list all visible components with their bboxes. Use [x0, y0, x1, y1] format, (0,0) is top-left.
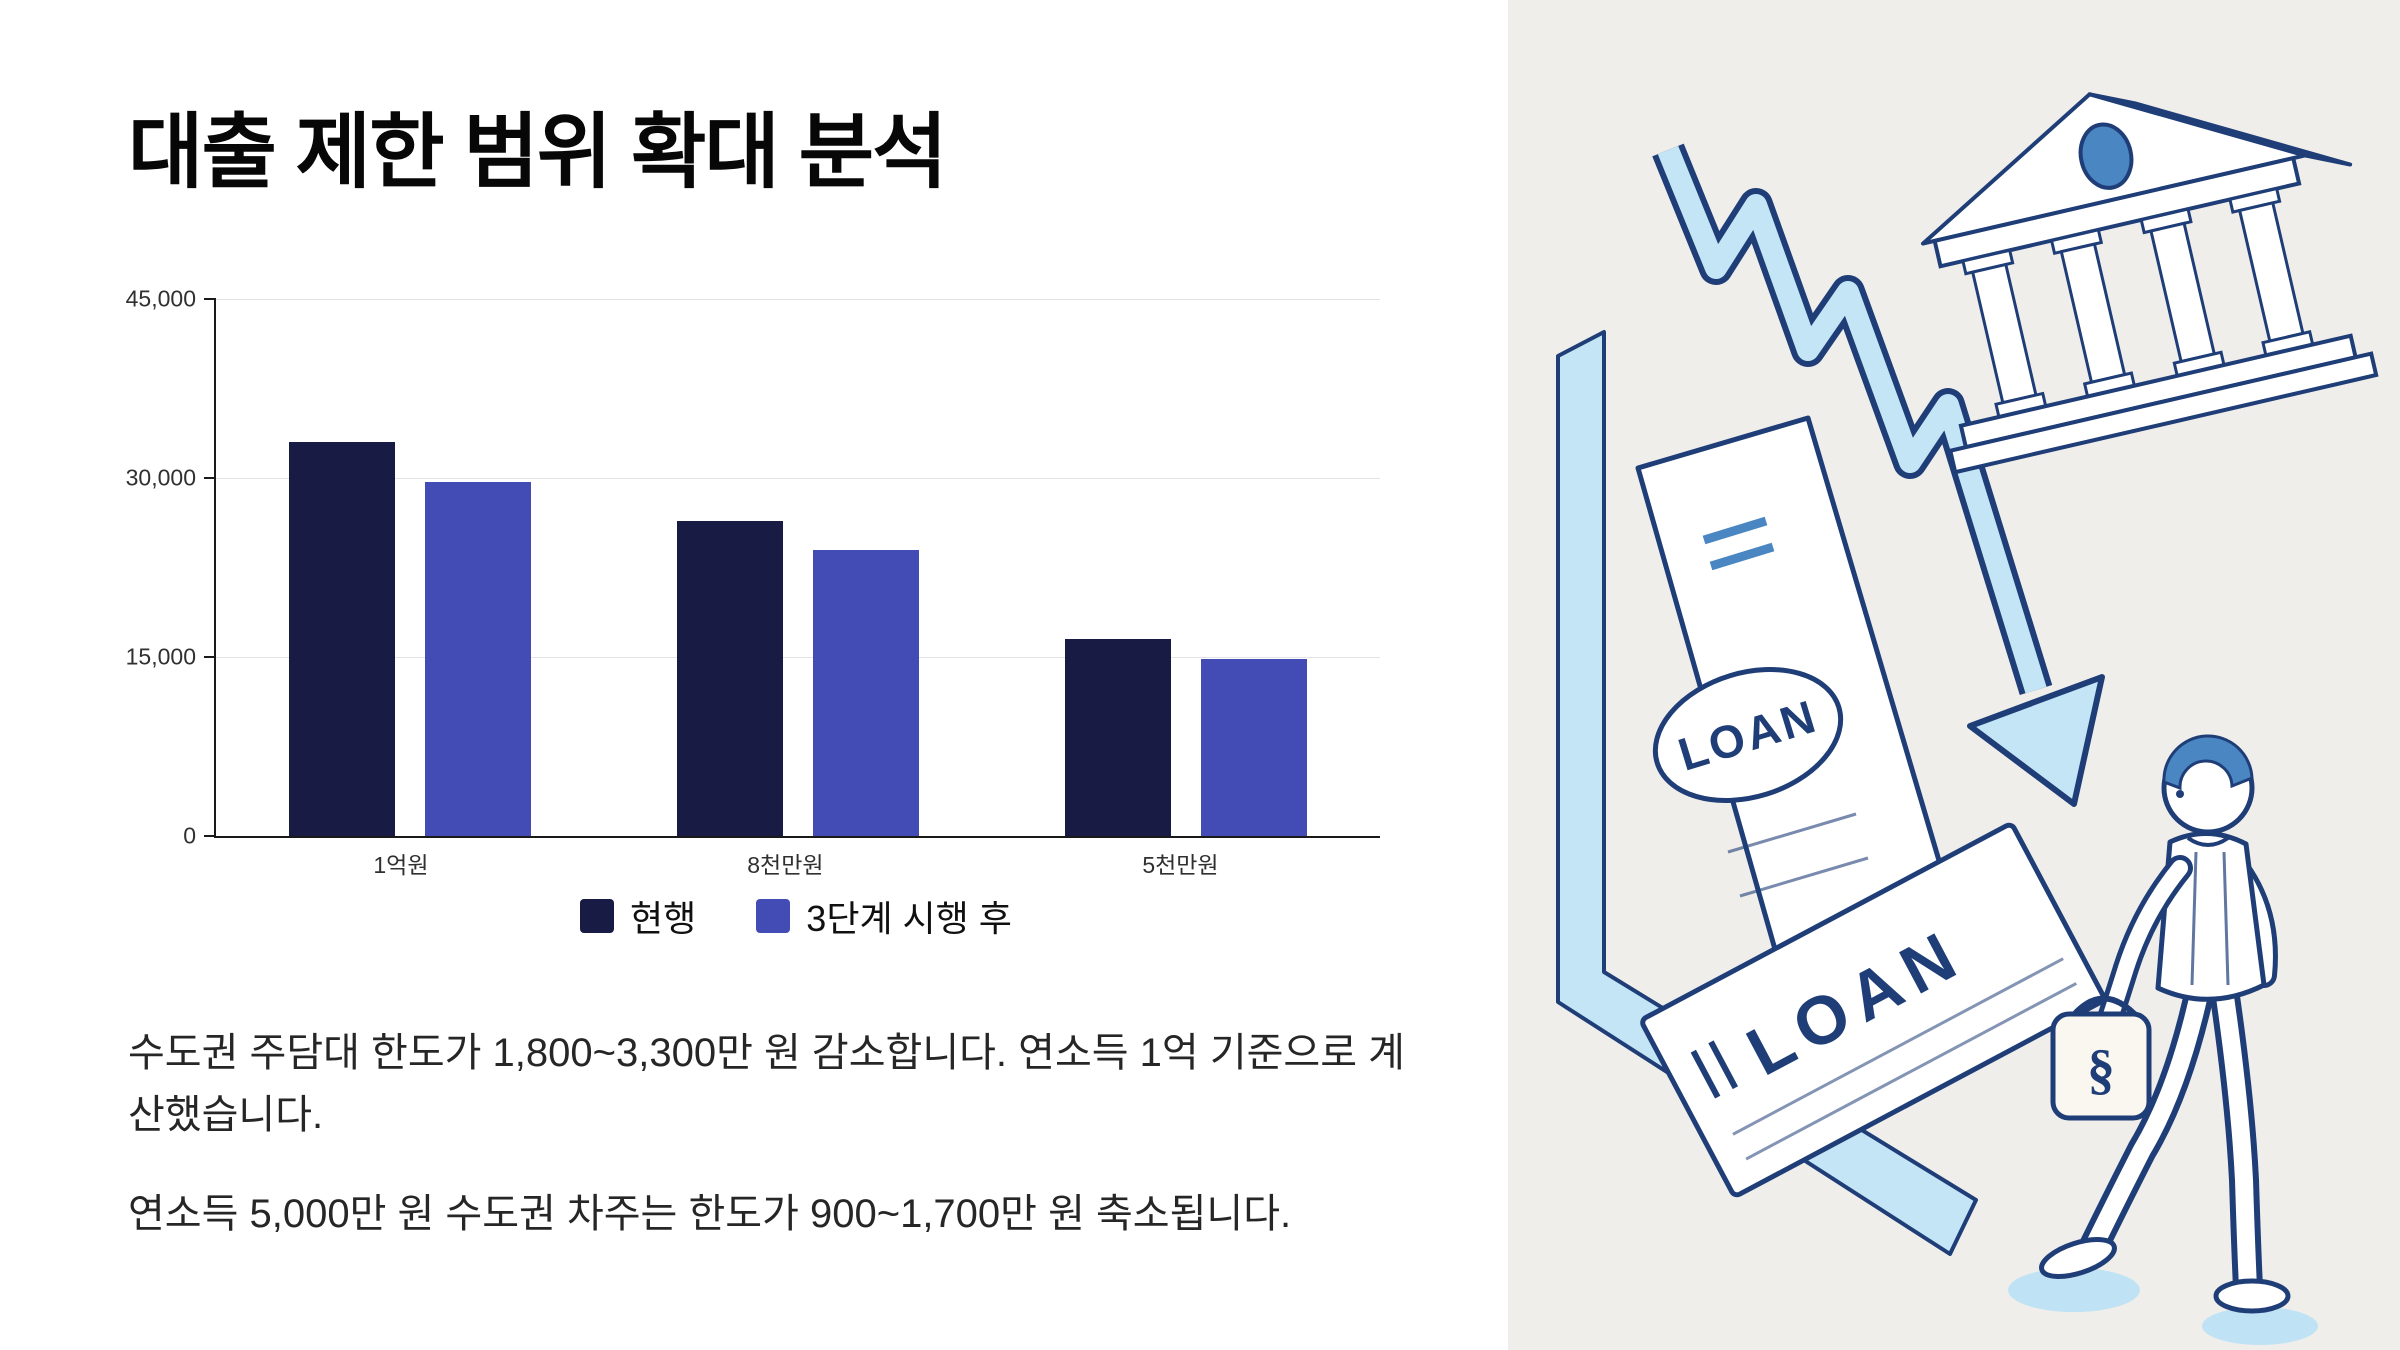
bar-series-2 [1201, 659, 1307, 836]
legend-label: 현행 [630, 898, 697, 939]
bar-group [289, 299, 531, 836]
bank-icon [1920, 92, 2379, 475]
person-illustration: § [2008, 734, 2318, 1345]
bar-group [677, 299, 919, 836]
y-axis-tick [204, 656, 216, 658]
legend-label: 3단계 시행 후 [806, 898, 1012, 939]
page-title: 대출 제한 범위 확대 분석 [128, 107, 948, 198]
shoe [2213, 1278, 2291, 1314]
chart-gridline [216, 299, 1380, 300]
x-axis-label: 5천만원 [1142, 852, 1219, 878]
shoe [2039, 1237, 2117, 1279]
content-panel: 대출 제한 범위 확대 분석 0 15,000 30,000 45,000 1억원 8천… [125, 107, 1440, 1281]
notes-block: 수도권 주담대 한도가 1,800~3,300만 원 감소합니다. 연소득 1억… [128, 1022, 1440, 1281]
note-paragraph-2: 연소득 5,000만 원 수도권 차주는 한도가 900~1,700만 원 축소… [128, 1191, 1292, 1236]
declining-arrow-icon [1652, 143, 2105, 807]
loan-stamp: LOAN [1652, 667, 1844, 803]
y-axis-tick [204, 298, 216, 300]
legend-item-2: 3단계 시행 후 [756, 890, 1012, 942]
bar-series-2 [813, 549, 919, 836]
legend-swatch [580, 899, 615, 933]
bar-series-1 [677, 520, 783, 836]
legend-item-1: 현행 [580, 890, 696, 942]
loan-list-panel: LOAN [1640, 822, 2106, 1198]
y-axis-tick [204, 477, 216, 479]
chart-plot-area: 0 15,000 30,000 45,000 [126, 286, 1380, 849]
x-axis-label: 1억원 [373, 852, 429, 878]
note-paragraph-1: 수도권 주담대 한도가 1,800~3,300만 원 감소합니다. 연소득 1억… [128, 1031, 1405, 1138]
loan-decline-illustration: LOAN LOAN [1556, 92, 2379, 1345]
legend-swatch [756, 899, 791, 933]
loan-document: LOAN [1635, 415, 1959, 991]
y-axis-label: 15,000 [125, 643, 196, 670]
y-axis-label: 30,000 [125, 464, 196, 491]
chart-bars [216, 299, 1380, 836]
x-axis-label: 8천만원 [747, 852, 824, 878]
chart-legend: 현행 3단계 시행 후 [214, 890, 1378, 942]
bar-series-2 [425, 481, 531, 836]
foot-shadow [2008, 1268, 2140, 1312]
hair [2162, 734, 2254, 791]
bar-series-1 [289, 442, 395, 836]
loan-limit-bar-chart: 0 15,000 30,000 45,000 1억원 8천만원 5천만원 현행 3단계 시행… [126, 286, 1380, 942]
y-axis-tick [204, 835, 216, 837]
foot-shadow [2202, 1307, 2318, 1345]
y-axis-label: 0 [183, 822, 196, 849]
chart-gridline [216, 478, 1380, 479]
money-bag [2050, 1011, 2152, 1121]
y-axis-label: 45,000 [125, 285, 196, 312]
bar-group [1065, 299, 1307, 836]
bag-symbol-label: § [2087, 1039, 2115, 1101]
illustration-panel: LOAN LOAN [1508, 0, 2400, 1350]
x-axis-labels: 1억원 8천만원 5천만원 [214, 846, 1378, 880]
chart-gridline [216, 657, 1380, 658]
bar-series-1 [1065, 639, 1171, 836]
